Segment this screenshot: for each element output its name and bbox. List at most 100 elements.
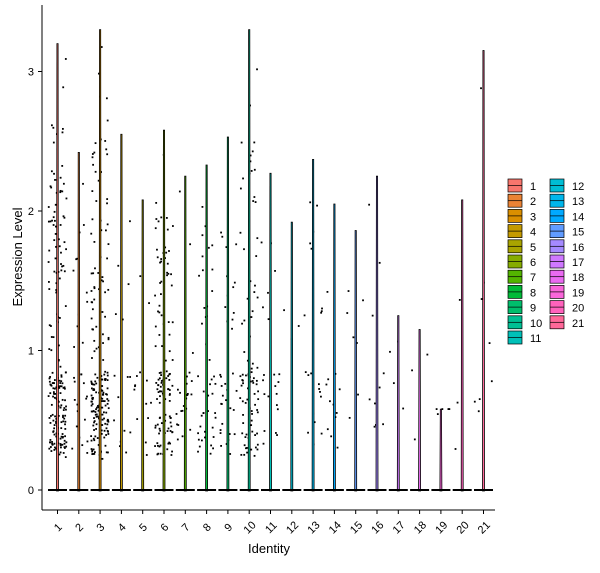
cell-point [208, 359, 211, 361]
cell-point [59, 191, 62, 194]
cell-point [105, 148, 108, 151]
cell-point [321, 307, 323, 310]
cell-point [245, 374, 247, 377]
cell-point [106, 387, 109, 390]
cell-point [251, 380, 254, 382]
cell-point [488, 342, 491, 345]
cell-point [54, 178, 56, 181]
violin-base-18 [410, 489, 430, 491]
cell-point [121, 318, 124, 321]
cell-point [59, 224, 62, 226]
cell-point [54, 233, 57, 235]
cell-point [219, 429, 222, 431]
cell-point [63, 270, 66, 273]
cell-point [310, 372, 313, 375]
cell-point [62, 86, 65, 89]
cell-point [107, 288, 110, 291]
cell-point [91, 218, 94, 221]
cell-point [107, 336, 110, 339]
cell-point [60, 427, 63, 430]
cell-point [50, 336, 53, 338]
cell-point [105, 434, 108, 436]
cell-point [51, 443, 54, 446]
cell-point [71, 447, 74, 450]
violin-base-19 [431, 489, 451, 491]
cell-point [105, 411, 108, 414]
cell-point [181, 409, 184, 412]
cell-point [454, 448, 457, 450]
cell-point [49, 185, 52, 188]
cell-point [136, 418, 139, 420]
cell-point [84, 418, 86, 421]
legend-label: 1 [530, 181, 536, 193]
cell-point [95, 200, 98, 202]
cell-point [92, 383, 94, 386]
violin-cluster-5 [141, 199, 145, 492]
cell-point [220, 444, 223, 447]
cell-point [441, 408, 444, 410]
cell-point [104, 370, 107, 373]
cell-point [309, 201, 312, 204]
cell-point [239, 187, 242, 190]
cell-point [51, 371, 54, 374]
cell-point [241, 373, 244, 376]
cell-point [156, 442, 159, 445]
cell-point [145, 454, 148, 456]
cell-point [159, 416, 161, 419]
cell-point [113, 374, 116, 377]
cell-point [242, 414, 244, 416]
cell-point [97, 72, 100, 75]
cell-point [204, 225, 207, 228]
cell-point [92, 272, 95, 275]
cell-point [168, 350, 171, 353]
cell-point [73, 346, 76, 348]
cell-point [256, 68, 258, 71]
cell-point [160, 280, 163, 283]
cell-point [90, 290, 93, 292]
x-tick-label: 6 [158, 521, 171, 534]
cell-point [166, 430, 169, 432]
cell-point [106, 198, 109, 200]
x-tick-label: 21 [476, 519, 493, 536]
violin-cluster-19 [439, 408, 443, 492]
cell-point [250, 367, 253, 370]
cell-point [75, 258, 78, 261]
legend-label: 20 [572, 303, 584, 315]
cell-point [200, 439, 203, 442]
legend-label: 19 [572, 287, 584, 299]
cell-point [106, 379, 109, 382]
cell-point [413, 438, 416, 441]
violin-base-13 [303, 489, 323, 491]
cell-point [106, 398, 109, 400]
cell-point [58, 277, 61, 280]
cell-point [201, 234, 204, 237]
x-tick-label: 1 [52, 521, 65, 534]
cell-point [255, 379, 258, 382]
cell-point [171, 359, 174, 361]
cell-point [54, 415, 56, 418]
cell-point [53, 392, 55, 395]
violin-cluster-3 [98, 29, 102, 492]
cell-point [326, 290, 329, 293]
cell-point [252, 377, 255, 380]
cell-point [93, 241, 96, 243]
cell-point [249, 160, 252, 163]
cell-point [402, 407, 405, 410]
legend-label: 7 [530, 272, 536, 284]
cell-point [170, 284, 173, 287]
cell-point [94, 413, 97, 416]
cell-point [100, 378, 103, 381]
cell-point [50, 170, 53, 173]
cell-point [160, 371, 162, 374]
cell-point [75, 425, 78, 428]
cell-point [168, 389, 171, 391]
cell-point [80, 373, 83, 376]
cell-point [235, 243, 238, 246]
cell-point [159, 261, 161, 264]
cell-point [166, 274, 168, 277]
cell-point [51, 442, 53, 445]
cell-point [54, 393, 56, 395]
cell-point [318, 388, 321, 390]
violin-cluster-18 [418, 329, 422, 492]
cell-point [91, 190, 94, 193]
